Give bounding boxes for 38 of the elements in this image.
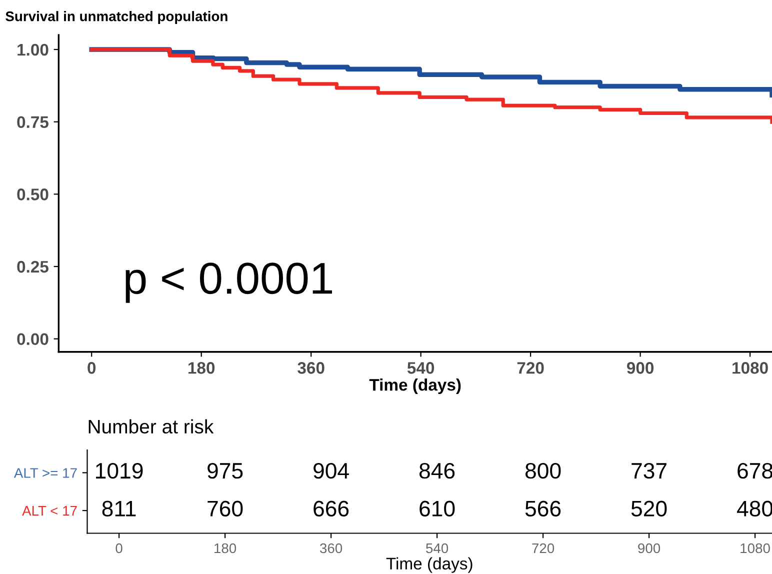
y-tick-label: 0.50 <box>17 188 48 200</box>
y-tick-label: 0.25 <box>17 260 48 273</box>
y-tick-label: 1.00 <box>18 44 48 56</box>
chart-title: Number at risk <box>88 419 214 434</box>
x-tick-label: 720 <box>517 362 544 374</box>
x-tick-label: 360 <box>298 362 324 374</box>
x-tick-label: 0 <box>116 543 122 554</box>
x-tick-label: 180 <box>214 543 236 554</box>
x-tick-label: 720 <box>532 543 554 554</box>
data-label: 846 <box>419 462 455 479</box>
x-tick-label: 540 <box>407 362 434 374</box>
x-tick-label: 1080 <box>740 543 770 554</box>
y-tick-label: ALT >= 17 <box>14 468 77 478</box>
y-tick-label: 0.75 <box>17 116 48 128</box>
data-label: 610 <box>420 500 455 517</box>
data-label: 800 <box>525 462 561 479</box>
x-tick-label: 1080 <box>732 362 768 374</box>
annotation: p < 0.0001 <box>126 262 332 303</box>
data-label: 737 <box>632 462 666 479</box>
data-label: 904 <box>314 462 349 479</box>
x-tick-label: 180 <box>188 362 215 374</box>
x-tick-label: 900 <box>638 543 660 554</box>
chart-title: Survival in unmatched population <box>6 11 228 24</box>
x-tick-label: 540 <box>426 543 448 554</box>
data-label: 1019 <box>96 462 143 479</box>
y-tick-label: ALT < 17 <box>22 506 77 516</box>
data-label: 666 <box>314 500 349 517</box>
x-tick-label: 900 <box>626 362 654 374</box>
data-label: 520 <box>631 500 667 517</box>
data-label: 566 <box>525 500 561 517</box>
x-axis-title: Time (days) <box>386 557 472 573</box>
data-label: 811 <box>102 500 136 517</box>
x-axis-title: Time (days) <box>369 378 461 394</box>
data-label: 760 <box>208 500 243 517</box>
x-tick-label: 0 <box>88 362 96 374</box>
y-tick-label: 0.00 <box>17 333 48 346</box>
x-tick-label: 360 <box>320 543 342 554</box>
data-label: 975 <box>208 462 243 479</box>
